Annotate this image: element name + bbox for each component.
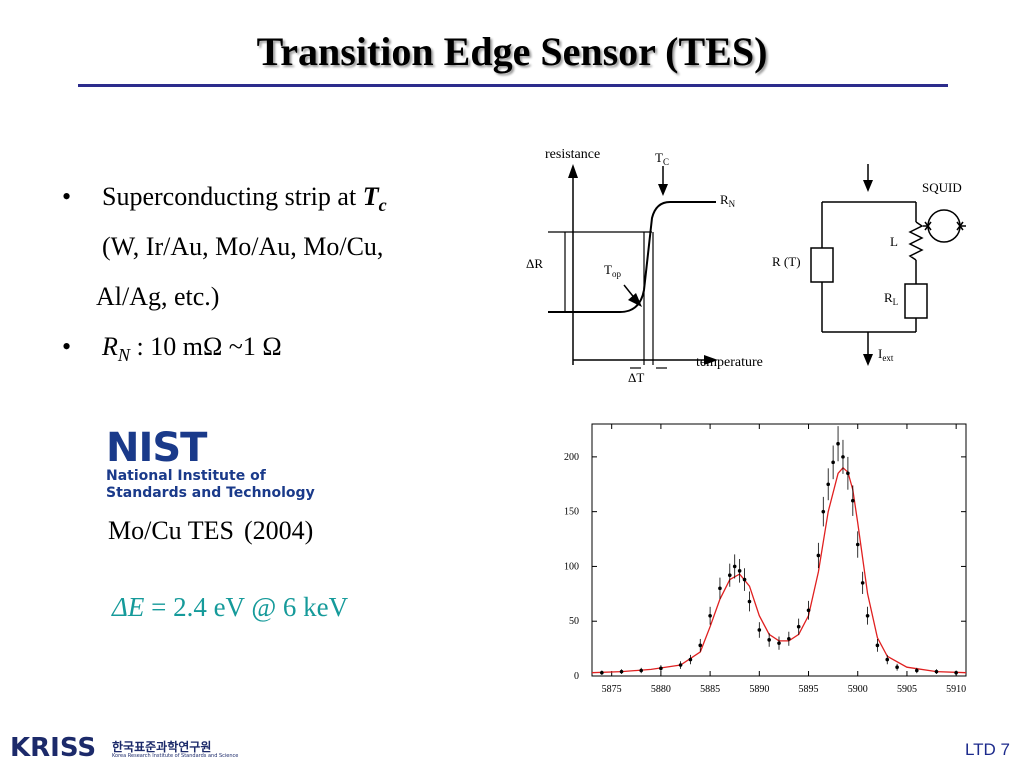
device-year: (2004) [243, 516, 314, 545]
data-point [836, 441, 840, 446]
data-point [885, 657, 890, 662]
data-point [851, 498, 855, 503]
nist-logo: NIST National Institute of Standards and… [106, 428, 315, 502]
data-point [954, 670, 958, 675]
nist-line-1: National Institute of [106, 468, 266, 484]
plot-frame [591, 423, 967, 677]
tc-symbol: Tc [362, 182, 387, 216]
data-point [742, 577, 747, 582]
material-list-line-2: Al/Ag, etc.) [96, 282, 220, 311]
data-point [698, 643, 703, 648]
x-tick-label: 5895 [799, 684, 819, 695]
l-label: L [890, 234, 898, 249]
delta-t-label: ΔT [628, 370, 644, 385]
delta-e-symbol: ΔE [112, 592, 145, 622]
kriss-english-name: Korea Research Institute of Standards an… [112, 753, 239, 759]
squid-label: SQUID [922, 180, 962, 195]
delta-r-label: ΔR [526, 256, 543, 271]
squid-loop [927, 209, 961, 243]
data-point [619, 669, 624, 674]
slide-title: Transition Edge Sensor (TES) [256, 29, 768, 74]
x-tick-label: 5890 [749, 684, 769, 695]
y-tick-label: 0 [574, 671, 579, 682]
x-tick-label: 5900 [848, 684, 868, 695]
nist-line-2: Standards and Technology [106, 485, 315, 501]
bias-circuit: R (T) L RL Iext SQUID [772, 164, 966, 366]
data-point [821, 509, 826, 514]
data-point [732, 564, 737, 569]
bullet-text: Superconducting strip at Tc [102, 172, 387, 230]
title-underline [78, 84, 948, 87]
data-point [816, 553, 821, 558]
data-point [787, 636, 791, 641]
transition-diagram: resistance temperature ΔR TC RN Top ΔT [526, 147, 763, 385]
data-point [600, 670, 604, 675]
data-point [659, 666, 663, 671]
data-point [767, 638, 771, 642]
data-point [777, 641, 781, 645]
y-tick-label: 150 [564, 507, 579, 518]
data-point [796, 624, 801, 629]
rt-label: R (T) [772, 254, 801, 269]
slide-number: LTD 7 [964, 740, 1010, 759]
x-tick-label: 5905 [897, 684, 917, 695]
y-tick-label: 100 [564, 561, 579, 572]
data-point [914, 668, 919, 673]
data-point [718, 586, 722, 591]
bullet-text: RN : 10 mΩ ~1 Ω [102, 322, 282, 380]
x-tick-label: 5880 [651, 684, 671, 695]
rl-label: RL [884, 290, 898, 307]
material-list-line-1: (W, Ir/Au, Mo/Au, Mo/Cu, [102, 232, 384, 261]
data-point [875, 643, 880, 648]
kriss-korean-name: 한국표준과학연구원 [112, 740, 212, 754]
data-point [688, 657, 693, 662]
top-label: Top [604, 262, 621, 279]
rn-range: : 10 mΩ ~1 Ω [130, 332, 282, 361]
data-point [737, 569, 742, 573]
rn-label: RN [720, 192, 736, 209]
data-point [846, 471, 850, 476]
spectrum-chart: 5875 5880 5885 5890 5895 5900 5905 5910 0 50 100 15… [564, 423, 967, 695]
temperature-axis-label: temperature [696, 355, 763, 370]
resistance-axis-label: resistance [545, 147, 600, 162]
data-point [934, 669, 939, 674]
data-point [831, 460, 835, 465]
rn-symbol: RN [102, 332, 131, 366]
data-point [708, 613, 712, 618]
data-point [826, 482, 831, 487]
data-point [747, 599, 752, 604]
bullet-marker: • [62, 332, 72, 361]
data-point [806, 608, 811, 613]
data-point [639, 668, 644, 673]
data-point [860, 581, 865, 585]
y-tick-label: 200 [564, 452, 579, 463]
data-point [757, 628, 762, 632]
energy-resolution-value: = 2.4 eV @ 6 keV [144, 592, 349, 622]
data-point [865, 613, 870, 618]
kriss-logo: KRISS [10, 733, 97, 763]
data-point [855, 542, 860, 547]
nist-wordmark: NIST [106, 425, 207, 471]
tc-label: TC [655, 150, 669, 167]
bullet-marker: • [62, 182, 72, 211]
data-point [727, 573, 732, 577]
data-point [678, 663, 683, 667]
energy-resolution: ΔE = 2.4 eV @ 6 keV [112, 592, 348, 623]
x-tick-label: 5910 [946, 684, 966, 695]
data-point [841, 455, 845, 459]
data-point [895, 665, 899, 670]
device-label: Mo/Cu TES [108, 516, 234, 545]
x-tick-label: 5885 [700, 684, 720, 695]
device-caption: Mo/Cu TES (2004) [108, 516, 313, 546]
iext-label: Iext [878, 346, 894, 363]
x-tick-label: 5875 [602, 684, 622, 695]
y-tick-label: 50 [569, 616, 579, 627]
bullet-1-text: Superconducting strip at [102, 182, 363, 211]
